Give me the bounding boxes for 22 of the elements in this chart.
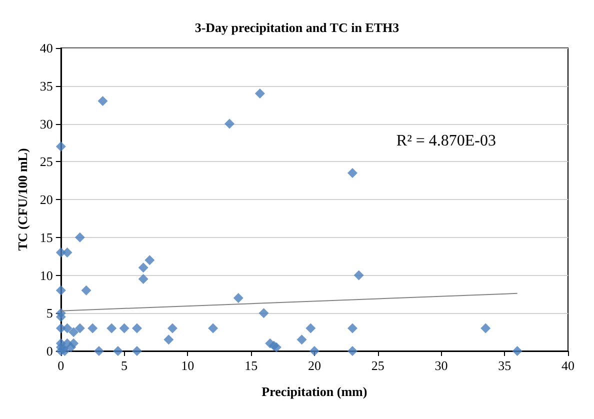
- y-tick-label: 0: [46, 344, 53, 358]
- y-axis-title: TC (CFU/100 mL): [15, 148, 30, 251]
- x-tick-label: 20: [308, 358, 321, 373]
- x-tick-label: 0: [58, 358, 64, 373]
- y-tick-label: 15: [40, 230, 53, 245]
- x-tick-label: 40: [562, 358, 574, 373]
- y-tick-label: 10: [40, 268, 53, 283]
- x-tick-label: 25: [371, 358, 384, 373]
- x-tick-label: 30: [434, 358, 448, 373]
- y-tick-label: 30: [40, 116, 53, 132]
- x-tick-label: 10: [181, 358, 194, 373]
- x-tick-label: 5: [121, 358, 128, 373]
- y-tick-label: 5: [46, 306, 53, 321]
- x-tick-label: 35: [498, 358, 512, 373]
- y-tick-label: 40: [40, 40, 53, 56]
- annotation: R² = 4.870E-03: [396, 132, 496, 150]
- y-tick-label: 25: [40, 154, 53, 170]
- y-tick-label: 20: [40, 192, 53, 207]
- y-tick-label: 35: [40, 78, 53, 94]
- x-tick-label: 15: [244, 358, 258, 373]
- chart-title: 3-Day precipitation and TC in ETH3: [194, 20, 400, 35]
- x-axis-title: Precipitation (mm): [262, 384, 368, 399]
